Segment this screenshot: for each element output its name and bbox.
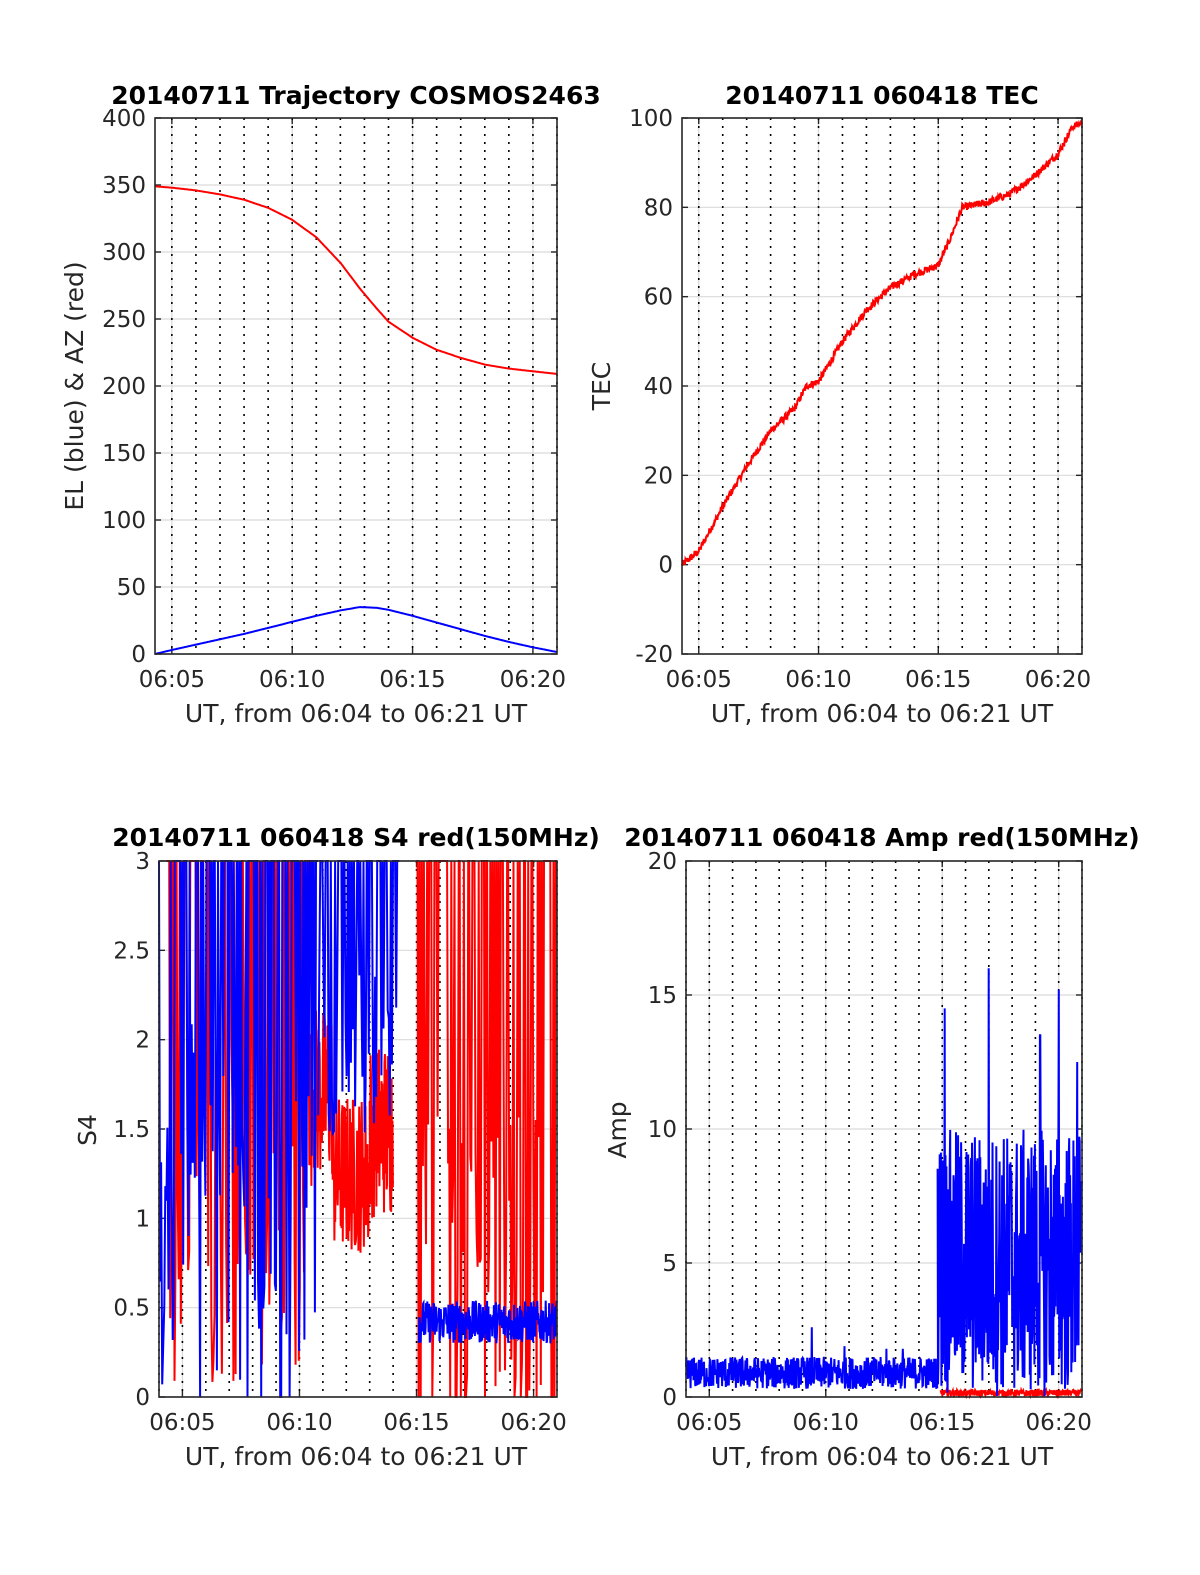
y-tick-label: 0 — [658, 553, 673, 579]
series-line-blue — [417, 1299, 558, 1344]
chart-title: 20140711 060418 S4 red(150MHz) — [112, 823, 600, 852]
x-tick-label: 06:05 — [676, 1410, 742, 1436]
y-axis-label: Amp — [603, 1101, 632, 1158]
x-tick-label: 06:15 — [905, 667, 971, 693]
series-line-red — [939, 1386, 1083, 1400]
y-tick-label: 100 — [629, 106, 673, 132]
axes-box — [158, 860, 558, 1398]
series-line-red — [312, 1009, 334, 1174]
series-line-blue — [154, 606, 558, 655]
x-tick-label: 06:10 — [785, 667, 851, 693]
y-tick-label: 20 — [648, 849, 677, 875]
y-axis-label: EL (blue) & AZ (red) — [60, 261, 89, 510]
trajectory-panel: 20140711 Trajectory COSMOS2463 UT, from … — [60, 81, 601, 728]
x-tick-label: 06:10 — [259, 667, 325, 693]
series-line-red — [154, 185, 558, 375]
y-tick-label: 60 — [644, 285, 673, 311]
x-tick-label: 06:10 — [793, 1410, 859, 1436]
y-tick-label: 0 — [662, 1385, 677, 1411]
y-tick-label: 1.5 — [113, 1117, 150, 1143]
chart-title: 20140711 Trajectory COSMOS2463 — [111, 81, 601, 110]
x-tick-label: 06:20 — [500, 1410, 566, 1436]
y-tick-label: 0.5 — [113, 1296, 150, 1322]
y-tick-label: 3 — [135, 849, 150, 875]
x-axis-label: UT, from 06:04 to 06:21 UT — [185, 699, 528, 728]
x-axis-label: UT, from 06:04 to 06:21 UT — [711, 699, 1054, 728]
x-tick-label: 06:20 — [1026, 1410, 1092, 1436]
x-tick-label: 06:10 — [266, 1410, 332, 1436]
amp-panel: 20140711 060418 Amp red(150MHz) UT, from… — [603, 823, 1140, 1471]
y-tick-label: 2 — [135, 1028, 150, 1054]
series-line-blue — [685, 1327, 939, 1390]
x-tick-label: 06:20 — [500, 667, 566, 693]
y-tick-label: 0 — [135, 1385, 150, 1411]
chart-title: 20140711 060418 TEC — [725, 81, 1038, 110]
chart-title: 20140711 060418 Amp red(150MHz) — [624, 823, 1140, 852]
s4-panel: 20140711 060418 S4 red(150MHz) UT, from … — [73, 823, 600, 1471]
tec-panel: 20140711 060418 TEC UT, from 06:04 to 06… — [587, 81, 1091, 728]
y-tick-label: 2.5 — [113, 938, 150, 964]
axes-box — [685, 860, 1083, 1398]
y-tick-label: 40 — [644, 374, 673, 400]
y-tick-label: 400 — [102, 106, 146, 132]
y-tick-label: 20 — [644, 463, 673, 489]
y-tick-label: 200 — [102, 374, 146, 400]
y-tick-label: 150 — [102, 441, 146, 467]
y-tick-label: 15 — [648, 983, 677, 1009]
x-tick-label: 06:05 — [666, 667, 732, 693]
y-tick-label: 80 — [644, 195, 673, 221]
y-tick-label: 250 — [102, 307, 146, 333]
y-tick-label: 10 — [648, 1117, 677, 1143]
y-tick-label: -20 — [635, 642, 673, 668]
x-tick-label: 06:15 — [909, 1410, 975, 1436]
y-tick-label: 50 — [117, 575, 146, 601]
y-tick-label: 350 — [102, 173, 146, 199]
y-axis-label: S4 — [73, 1114, 102, 1146]
y-tick-label: 5 — [662, 1251, 677, 1277]
x-tick-label: 06:05 — [139, 667, 205, 693]
y-tick-label: 0 — [131, 642, 146, 668]
y-tick-label: 100 — [102, 508, 146, 534]
x-tick-label: 06:20 — [1025, 667, 1091, 693]
x-tick-label: 06:05 — [149, 1410, 215, 1436]
axes-box — [681, 117, 1083, 655]
y-tick-label: 300 — [102, 240, 146, 266]
series-line-red — [681, 119, 1083, 566]
series-line-blue — [936, 968, 1083, 1397]
series-line-red — [331, 1098, 371, 1253]
x-axis-label: UT, from 06:04 to 06:21 UT — [711, 1442, 1054, 1471]
x-tick-label: 06:15 — [383, 1410, 449, 1436]
y-axis-label: TEC — [587, 362, 616, 412]
y-tick-label: 1 — [135, 1206, 150, 1232]
x-axis-label: UT, from 06:04 to 06:21 UT — [185, 1442, 528, 1471]
axes-box — [154, 117, 558, 655]
x-tick-label: 06:15 — [379, 667, 445, 693]
